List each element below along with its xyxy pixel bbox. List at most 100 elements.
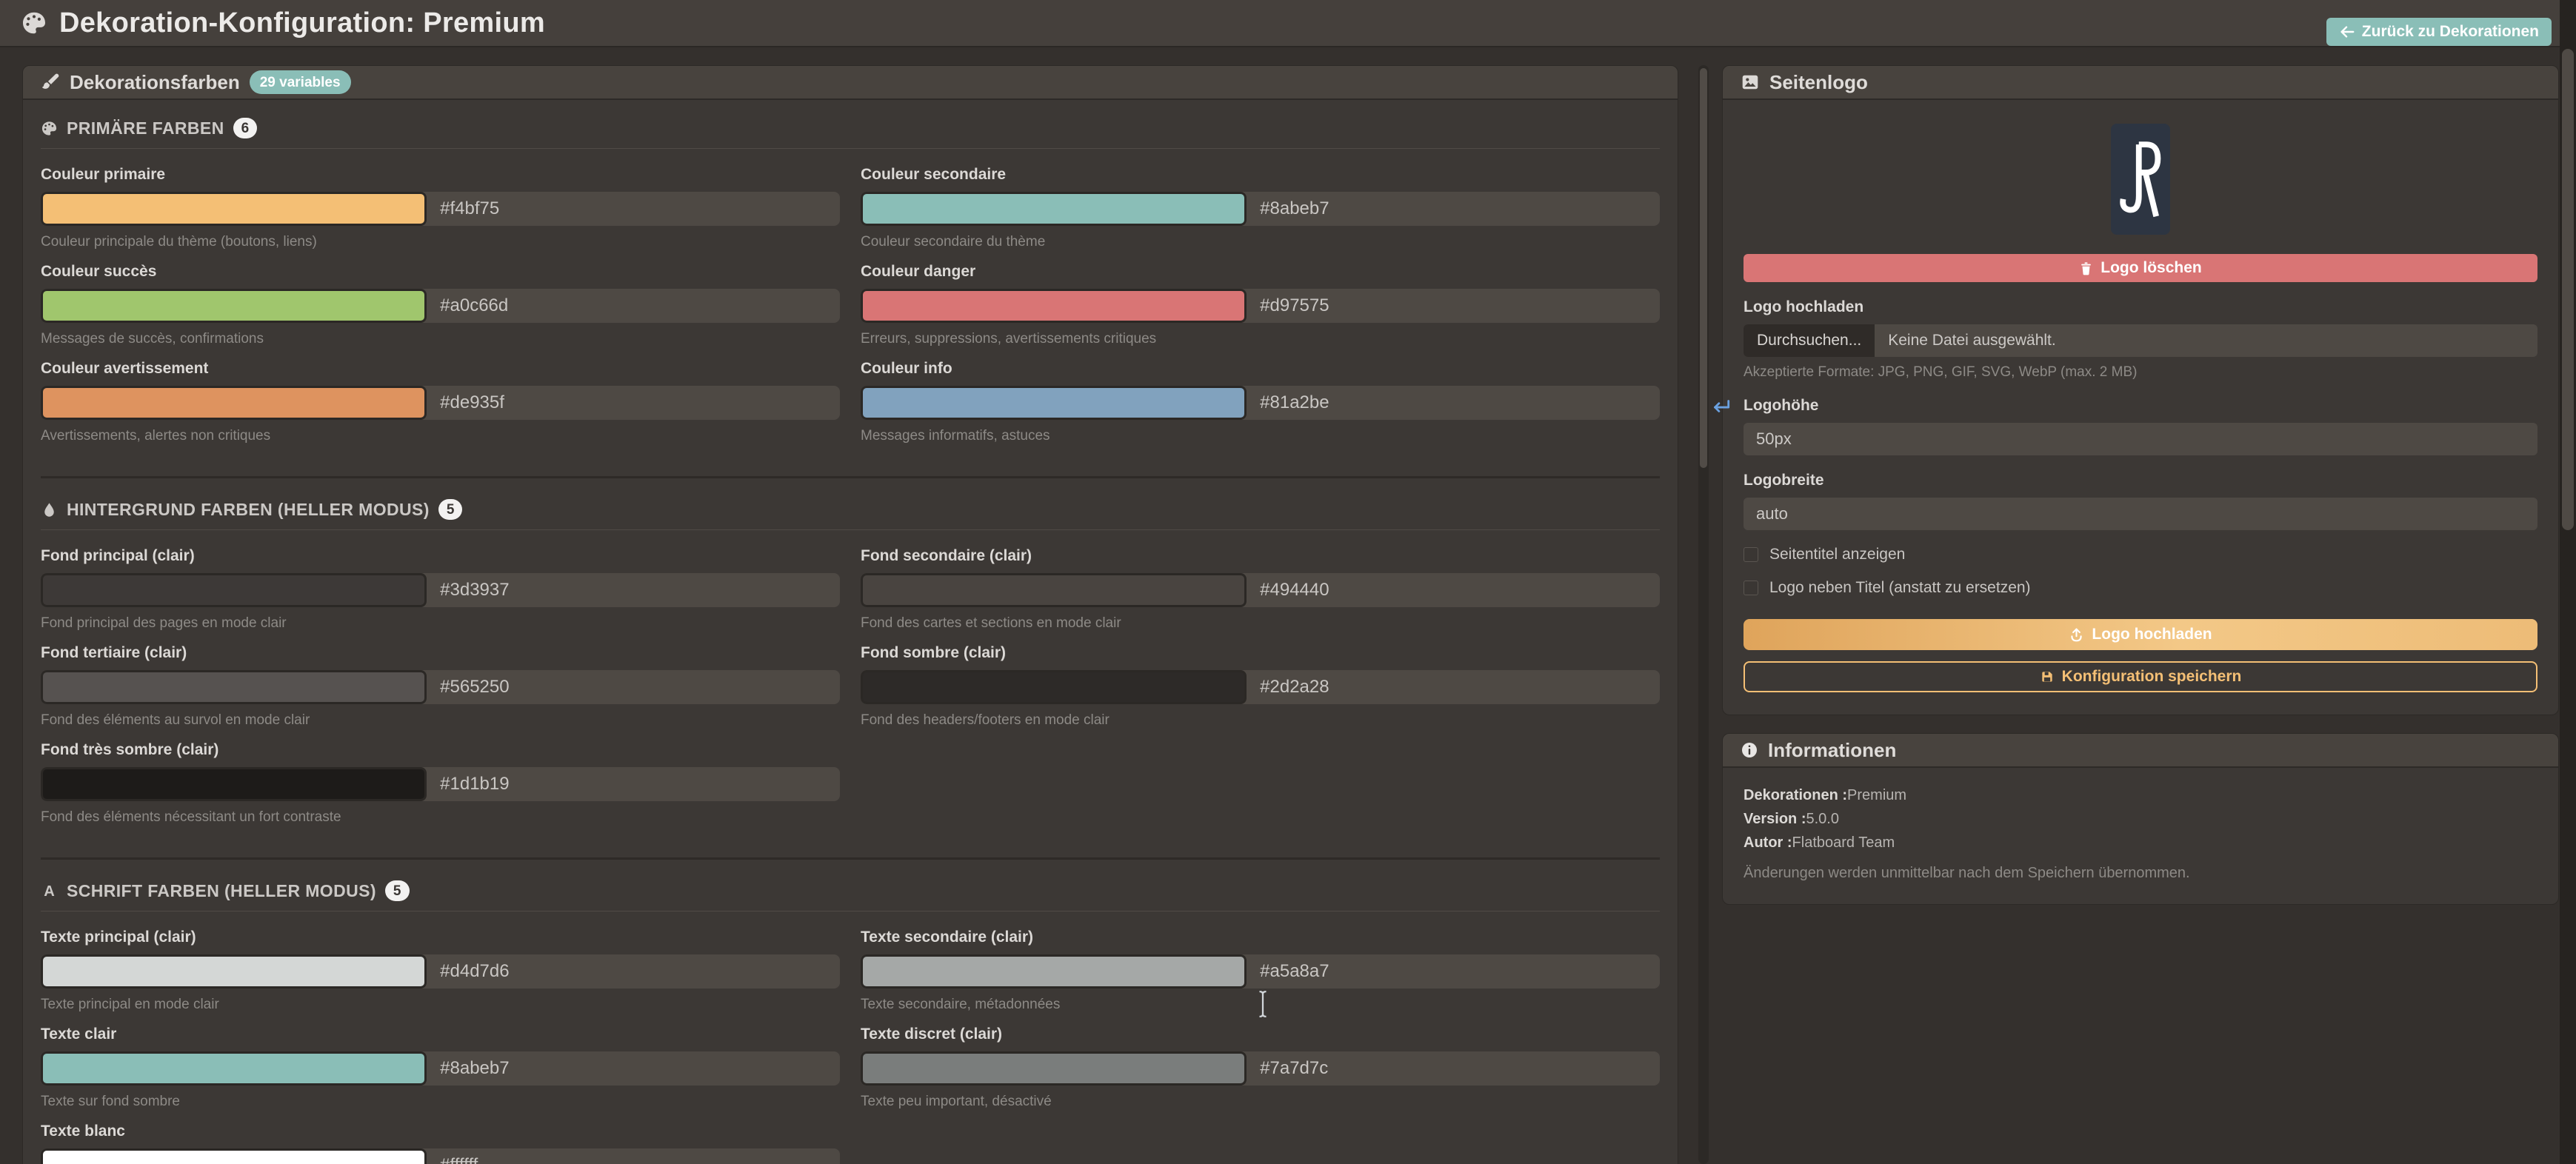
color-hex-input[interactable]: #f4bf75 bbox=[440, 198, 500, 218]
information-body: Dekorationen :Premium Version :5.0.0 Aut… bbox=[1723, 768, 2558, 904]
color-field-help: Texte sur fond sombre bbox=[41, 1094, 180, 1109]
checkbox-label: Logo neben Titel (anstatt zu ersetzen) bbox=[1769, 579, 2031, 596]
color-swatch[interactable] bbox=[41, 670, 427, 704]
back-to-decorations-button[interactable]: Zurück zu Dekorationen bbox=[2326, 18, 2552, 46]
info-row-value: 5.0.0 bbox=[1806, 811, 1839, 827]
color-swatch[interactable] bbox=[41, 1148, 427, 1164]
variables-count-badge: 29 variables bbox=[249, 70, 351, 94]
decoration-colors-panel: Dekorationsfarben 29 variables A PRIMÄRE… bbox=[22, 65, 1678, 1164]
color-hex-input[interactable]: #a5a8a7 bbox=[1260, 961, 1329, 981]
color-field: Couleur succès #a0c66d Messages de succè… bbox=[41, 263, 840, 347]
color-hex-input[interactable]: #2d2a28 bbox=[1260, 677, 1329, 697]
color-swatch[interactable] bbox=[41, 1051, 427, 1086]
color-hex-input[interactable]: #d97575 bbox=[1260, 295, 1329, 315]
color-hex-input[interactable]: #8abeb7 bbox=[440, 1058, 510, 1078]
info-row: Autor :Flatboard Team bbox=[1744, 834, 2537, 852]
colors-panel-title: Dekorationsfarben bbox=[70, 70, 240, 93]
section-title: SCHRIFT FARBEN (HELLER MODUS) bbox=[67, 880, 376, 900]
save-config-button[interactable]: Konfiguration speichern bbox=[1744, 661, 2537, 692]
color-field-help: Messages de succès, confirmations bbox=[41, 331, 264, 347]
color-field-row: #8abeb7 bbox=[861, 192, 1660, 226]
color-field-help: Avertissements, alertes non critiques bbox=[41, 428, 271, 444]
color-section: A HINTERGRUND FARBEN (HELLER MODUS) 5 Fo… bbox=[41, 476, 1660, 838]
colors-column-scrollbar[interactable] bbox=[1698, 65, 1709, 1164]
color-field: Fond sombre (clair) #2d2a28 Fond des hea… bbox=[861, 644, 1660, 729]
color-field-row: #494440 bbox=[861, 573, 1660, 607]
upload-logo-button[interactable]: Logo hochladen bbox=[1744, 619, 2537, 650]
color-swatch[interactable] bbox=[861, 289, 1247, 323]
formats-hint: Akzeptierte Formate: JPG, PNG, GIF, SVG,… bbox=[1744, 364, 2138, 380]
color-field-label: Texte blanc bbox=[41, 1123, 125, 1140]
color-field: Texte blanc #ffffff Texte blanc sur fond… bbox=[41, 1123, 840, 1164]
color-swatch[interactable] bbox=[861, 670, 1247, 704]
color-swatch[interactable] bbox=[861, 954, 1247, 989]
color-field-row: #ffffff bbox=[41, 1148, 840, 1164]
color-hex-input[interactable]: #81a2be bbox=[1260, 392, 1329, 412]
checkbox-row: Seitentitel anzeigen bbox=[1744, 546, 2537, 563]
color-swatch[interactable] bbox=[861, 386, 1247, 420]
page-scrollbar[interactable] bbox=[2560, 0, 2576, 1164]
color-swatch[interactable] bbox=[41, 573, 427, 607]
color-hex-input[interactable]: #494440 bbox=[1260, 580, 1329, 600]
section-heading: A HINTERGRUND FARBEN (HELLER MODUS) 5 bbox=[41, 499, 1660, 530]
color-hex-input[interactable]: #565250 bbox=[440, 677, 510, 697]
section-title: PRIMÄRE FARBEN bbox=[67, 118, 224, 138]
color-field: Fond principal (clair) #3d3937 Fond prin… bbox=[41, 547, 840, 632]
logo-file-input[interactable]: Durchsuchen... Keine Datei ausgewählt. bbox=[1744, 324, 2537, 357]
info-row-value: Flatboard Team bbox=[1792, 834, 1895, 851]
color-hex-input[interactable]: #8abeb7 bbox=[1260, 198, 1329, 218]
color-field-row: #d97575 bbox=[861, 289, 1660, 323]
color-field-help: Texte principal en mode clair bbox=[41, 997, 219, 1012]
save-icon bbox=[2040, 669, 2055, 684]
color-section: A PRIMÄRE FARBEN 6 Couleur primaire bbox=[41, 118, 1660, 457]
color-hex-input[interactable]: #3d3937 bbox=[440, 580, 510, 600]
color-field: Texte discret (clair) #7a7d7c Texte peu … bbox=[861, 1026, 1660, 1110]
checkbox[interactable] bbox=[1744, 581, 1758, 595]
color-swatch[interactable] bbox=[41, 192, 427, 226]
information-panel: Informationen Dekorationen :Premium Vers… bbox=[1722, 733, 2559, 905]
section-icon: A bbox=[41, 501, 58, 518]
browse-button[interactable]: Durchsuchen... bbox=[1744, 324, 1875, 357]
logo-width-input[interactable]: auto bbox=[1744, 498, 2537, 530]
info-row-label: Dekorationen : bbox=[1744, 787, 1848, 803]
color-field-row: #f4bf75 bbox=[41, 192, 840, 226]
logo-column: Seitenlogo Logo lös bbox=[1722, 65, 2559, 905]
delete-logo-button[interactable]: Logo löschen bbox=[1744, 254, 2537, 282]
color-section: A SCHRIFT FARBEN (HELLER MODUS) 5 Texte … bbox=[41, 857, 1660, 1164]
color-hex-input[interactable]: #1d1b19 bbox=[440, 774, 510, 794]
section-heading: A SCHRIFT FARBEN (HELLER MODUS) 5 bbox=[41, 880, 1660, 912]
section-fields: Couleur primaire #f4bf75 Couleur princip… bbox=[41, 166, 1660, 457]
color-field-help: Couleur secondaire du thème bbox=[861, 234, 1046, 250]
colors-panel-body: A PRIMÄRE FARBEN 6 Couleur primaire bbox=[23, 100, 1678, 1164]
checkbox[interactable] bbox=[1744, 547, 1758, 562]
logo-height-input[interactable]: 50px bbox=[1744, 423, 2537, 455]
color-hex-input[interactable]: #de935f bbox=[440, 392, 504, 412]
color-hex-input[interactable]: #a0c66d bbox=[440, 295, 509, 315]
color-swatch[interactable] bbox=[861, 1051, 1247, 1086]
arrow-left-icon bbox=[2339, 24, 2355, 40]
page-scrollbar-thumb[interactable] bbox=[2562, 49, 2574, 530]
color-field-row: #a5a8a7 bbox=[861, 954, 1660, 989]
section-fields: Fond principal (clair) #3d3937 Fond prin… bbox=[41, 547, 1660, 838]
color-field: Fond très sombre (clair) #1d1b19 Fond de… bbox=[41, 741, 840, 826]
color-hex-input[interactable]: #d4d7d6 bbox=[440, 961, 510, 981]
color-field-help: Fond des cartes et sections en mode clai… bbox=[861, 615, 1121, 631]
section-fields: Texte principal (clair) #d4d7d6 Texte pr… bbox=[41, 929, 1660, 1164]
color-field: Texte secondaire (clair) #a5a8a7 Texte s… bbox=[861, 929, 1660, 1013]
color-field-label: Texte discret (clair) bbox=[861, 1026, 1003, 1043]
color-hex-input[interactable]: #7a7d7c bbox=[1260, 1058, 1329, 1078]
site-logo-panel: Seitenlogo Logo lös bbox=[1722, 65, 2559, 715]
color-swatch[interactable] bbox=[861, 192, 1247, 226]
site-logo-header: Seitenlogo bbox=[1723, 66, 2558, 100]
color-swatch[interactable] bbox=[41, 954, 427, 989]
color-swatch[interactable] bbox=[861, 573, 1247, 607]
svg-text:A: A bbox=[44, 883, 55, 900]
color-field-row: #de935f bbox=[41, 386, 840, 420]
color-hex-input[interactable]: #ffffff bbox=[427, 1148, 840, 1164]
color-swatch[interactable] bbox=[41, 767, 427, 801]
back-button-label: Zurück zu Dekorationen bbox=[2361, 23, 2539, 40]
logo-preview-wrap bbox=[1744, 124, 2537, 235]
color-swatch[interactable] bbox=[41, 289, 427, 323]
color-swatch[interactable] bbox=[41, 386, 427, 420]
colors-scrollbar-thumb[interactable] bbox=[1700, 68, 1707, 468]
